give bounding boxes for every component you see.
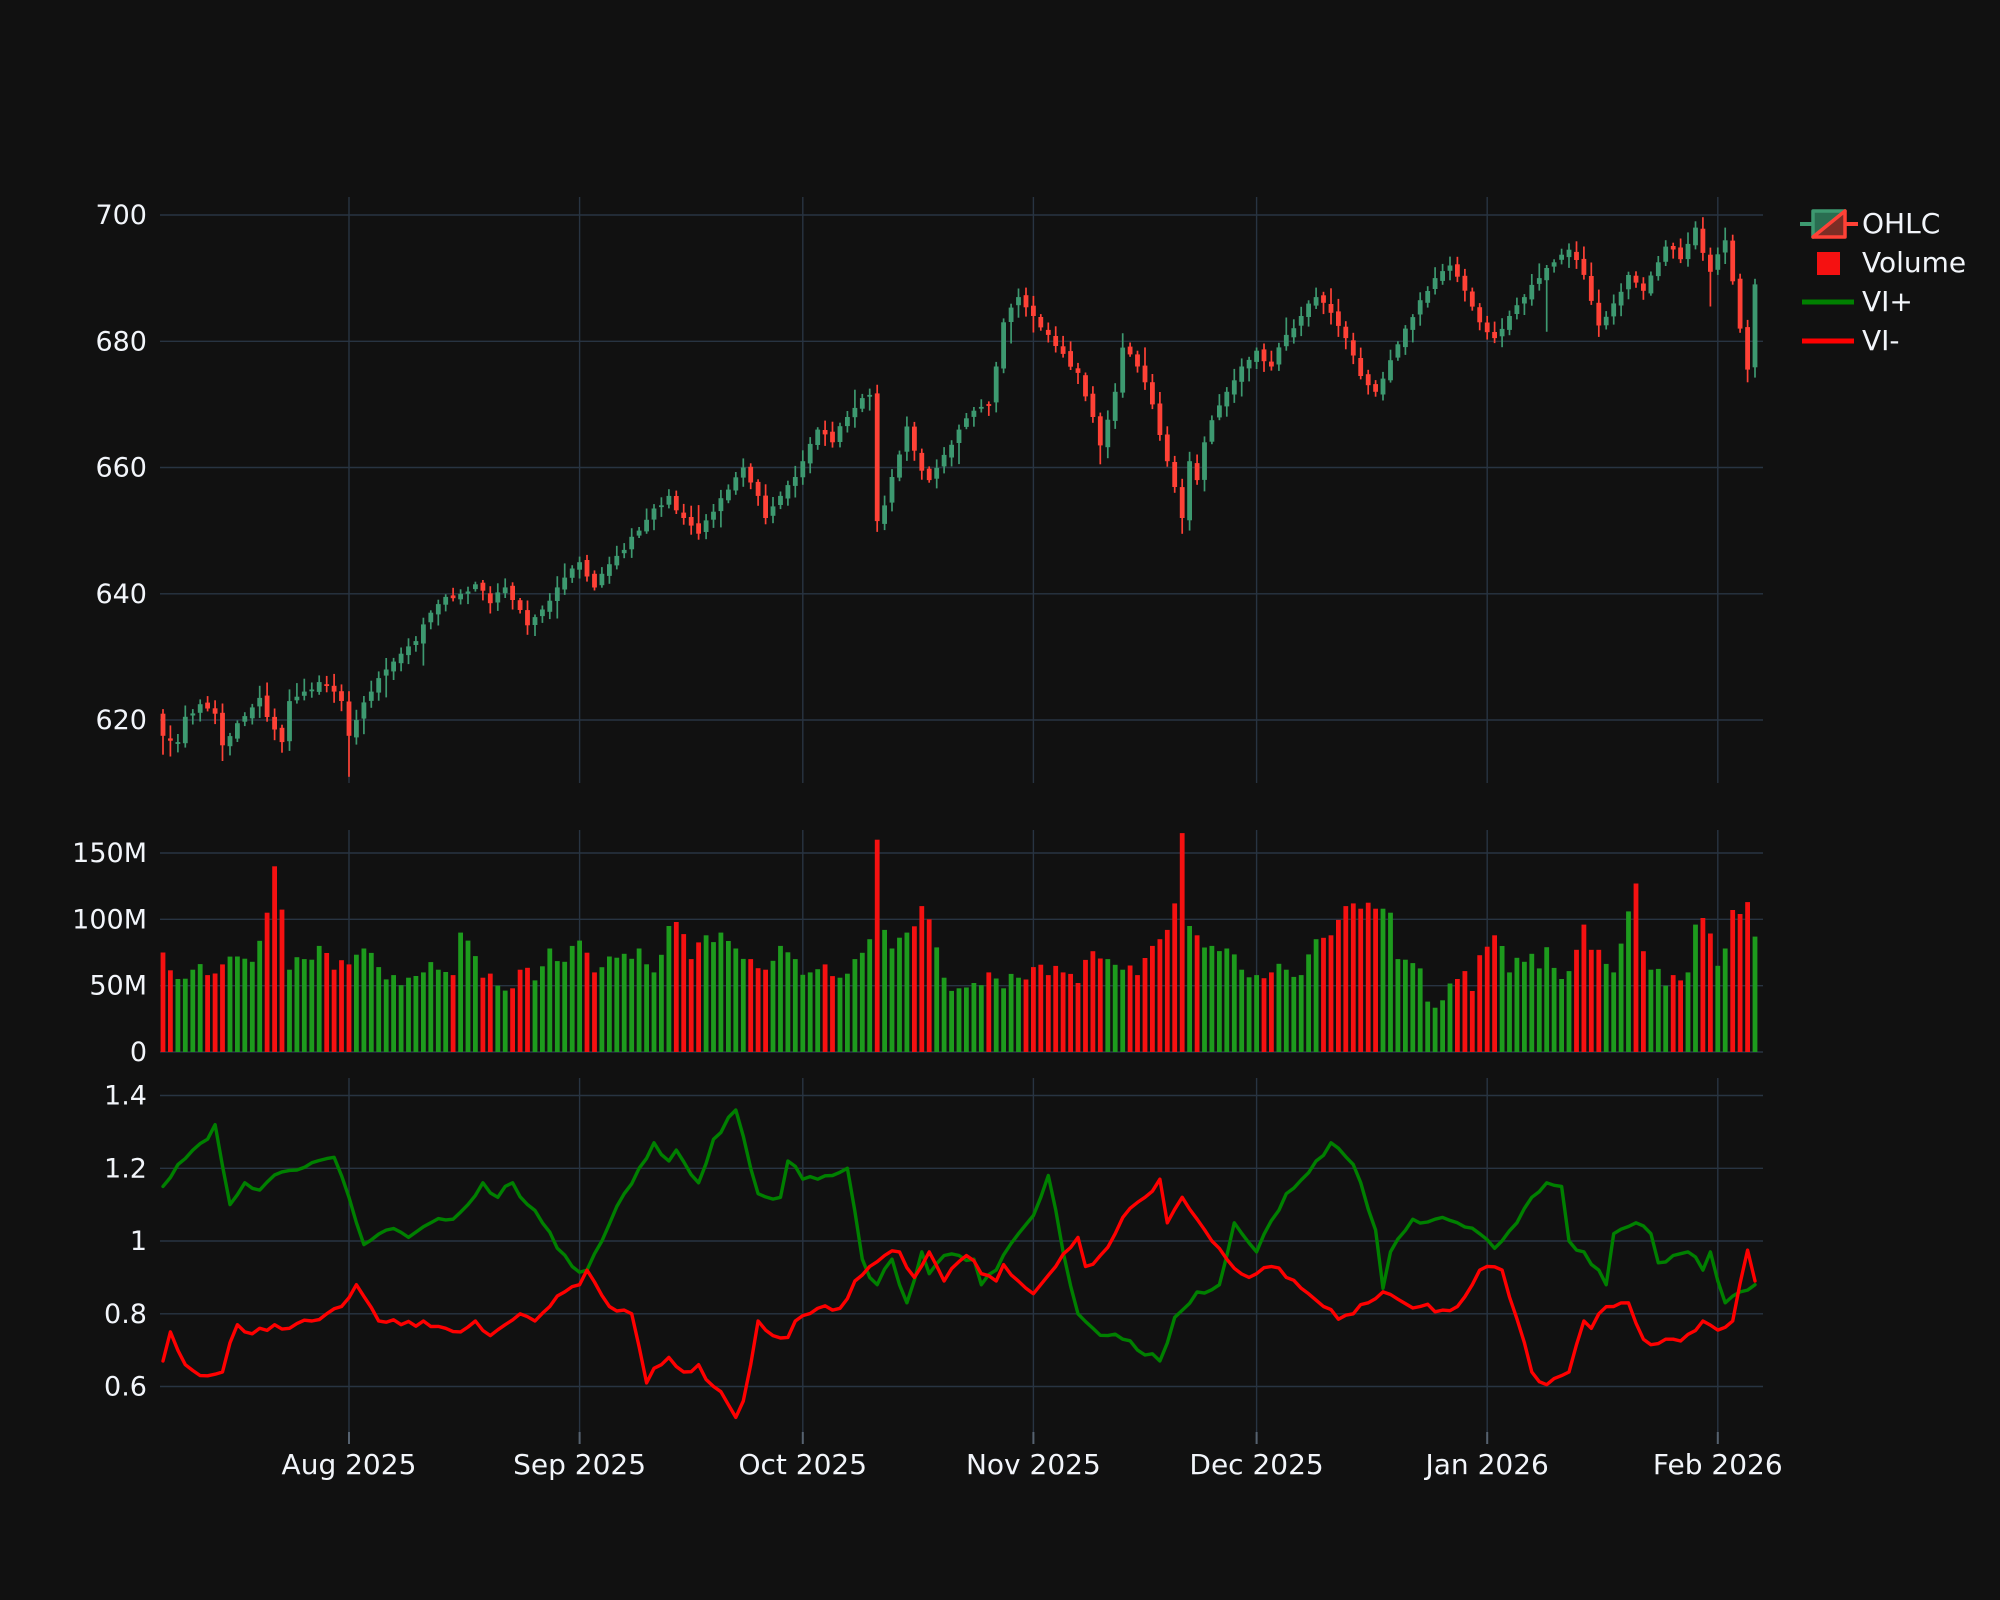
svg-text:Aug 2025: Aug 2025	[282, 1448, 417, 1481]
vi-plus-line[interactable]	[161, 1108, 1757, 1363]
svg-text:100M: 100M	[72, 904, 147, 935]
svg-text:1: 1	[130, 1226, 147, 1257]
legend-label: OHLC	[1862, 206, 1941, 240]
legend-item-vi-plus[interactable]: VI+	[1800, 282, 1966, 321]
svg-text:680: 680	[95, 326, 147, 357]
svg-text:700: 700	[95, 200, 147, 231]
vi-plus-line-icon	[1800, 296, 1862, 308]
volume-bars[interactable]	[160, 833, 1758, 1052]
vi-minus-line-icon	[1800, 335, 1862, 347]
svg-text:50M: 50M	[89, 971, 147, 1002]
volume-swatch-icon	[1800, 248, 1862, 278]
svg-text:620: 620	[95, 705, 147, 736]
svg-text:150M: 150M	[72, 838, 147, 869]
svg-text:0: 0	[130, 1037, 147, 1068]
svg-text:0.8: 0.8	[104, 1299, 147, 1330]
svg-text:0.6: 0.6	[104, 1372, 147, 1403]
x-axis[interactable]: Aug 2025 Sep 2025 Oct 2025 Nov 2025 Dec 2025…	[282, 1432, 1783, 1481]
legend-label: VI-	[1862, 323, 1900, 357]
legend: OHLC Volume VI+ VI-	[1800, 204, 1966, 360]
legend-item-volume[interactable]: Volume	[1800, 243, 1966, 282]
vi-minus-line[interactable]	[161, 1177, 1757, 1420]
legend-label: Volume	[1862, 245, 1967, 279]
legend-item-vi-minus[interactable]: VI-	[1800, 321, 1966, 360]
legend-item-ohlc[interactable]: OHLC	[1800, 204, 1966, 243]
svg-text:Jan 2026: Jan 2026	[1424, 1448, 1549, 1481]
svg-text:Sep 2025: Sep 2025	[513, 1448, 646, 1481]
svg-text:Dec 2025: Dec 2025	[1189, 1448, 1323, 1481]
svg-text:660: 660	[95, 453, 147, 484]
svg-text:Feb 2026: Feb 2026	[1653, 1448, 1783, 1481]
y-axis-labels[interactable]: 620 640 660 680 700 0 50M 100M 150M 0.6 0.8 1 1.2 1.4	[72, 200, 147, 1403]
svg-text:640: 640	[95, 579, 147, 610]
svg-text:Nov 2025: Nov 2025	[966, 1448, 1101, 1481]
ohlc-candles[interactable]	[160, 217, 1758, 777]
svg-text:Oct 2025: Oct 2025	[738, 1448, 867, 1481]
candlestick-icon	[1800, 206, 1862, 242]
legend-label: VI+	[1862, 284, 1913, 318]
svg-text:1.2: 1.2	[104, 1153, 147, 1184]
svg-text:1.4: 1.4	[104, 1081, 147, 1112]
